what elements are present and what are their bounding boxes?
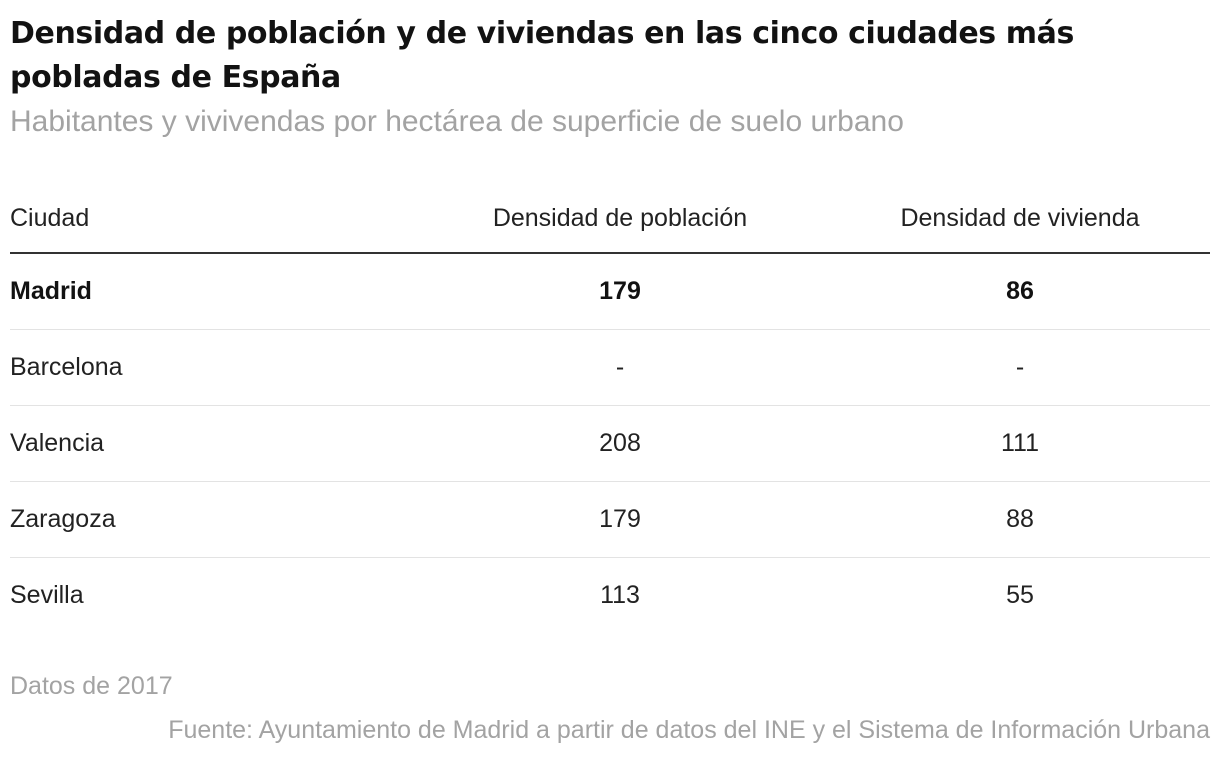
data-year-note: Datos de 2017 xyxy=(10,672,173,700)
data-table: Ciudad Densidad de población Densidad de… xyxy=(10,184,1210,633)
cell-densidad-vivienda: 88 xyxy=(830,481,1210,558)
cell-densidad-poblacion: - xyxy=(410,329,830,406)
cell-ciudad: Sevilla xyxy=(10,581,84,609)
table-row: Sevilla 113 55 xyxy=(10,558,1210,634)
cell-densidad-poblacion: 179 xyxy=(410,253,830,330)
cell-densidad-vivienda: 55 xyxy=(1006,581,1034,609)
cell-densidad-vivienda: - xyxy=(830,329,1210,406)
table-body: Madrid 179 86 Barcelona - - Valencia 208 111 Zara… xyxy=(10,253,1210,633)
cell-densidad-poblacion: 208 xyxy=(410,405,830,482)
chart-subtitle: Habitantes y vivivendas por hectárea de … xyxy=(10,105,904,138)
cell-ciudad: Madrid xyxy=(10,253,410,330)
table-row: Barcelona - - xyxy=(10,329,1210,406)
chart-title: Densidad de población y de viviendas en … xyxy=(10,16,1074,95)
cell-ciudad: Zaragoza xyxy=(10,481,410,558)
column-header-ciudad: Ciudad xyxy=(10,184,410,254)
table-row: Valencia 208 111 xyxy=(10,405,1210,482)
cell-densidad-poblacion: 113 xyxy=(600,581,640,609)
source-note: Fuente: Ayuntamiento de Madrid a partir … xyxy=(168,716,1210,744)
cell-densidad-poblacion: 179 xyxy=(410,481,830,558)
header-row: Ciudad Densidad de población Densidad de… xyxy=(10,184,1210,254)
table-row: Zaragoza 179 88 xyxy=(10,481,1210,558)
cell-densidad-vivienda: 111 xyxy=(830,405,1210,482)
cell-ciudad: Barcelona xyxy=(10,329,410,406)
table-header: Ciudad Densidad de población Densidad de… xyxy=(10,184,1210,254)
column-header-densidad-poblacion: Densidad de población xyxy=(410,184,830,254)
column-header-densidad-vivienda: Densidad de vivienda xyxy=(830,184,1210,254)
cell-densidad-vivienda: 86 xyxy=(830,253,1210,330)
table-row: Madrid 179 86 xyxy=(10,253,1210,330)
cell-ciudad: Valencia xyxy=(10,405,410,482)
